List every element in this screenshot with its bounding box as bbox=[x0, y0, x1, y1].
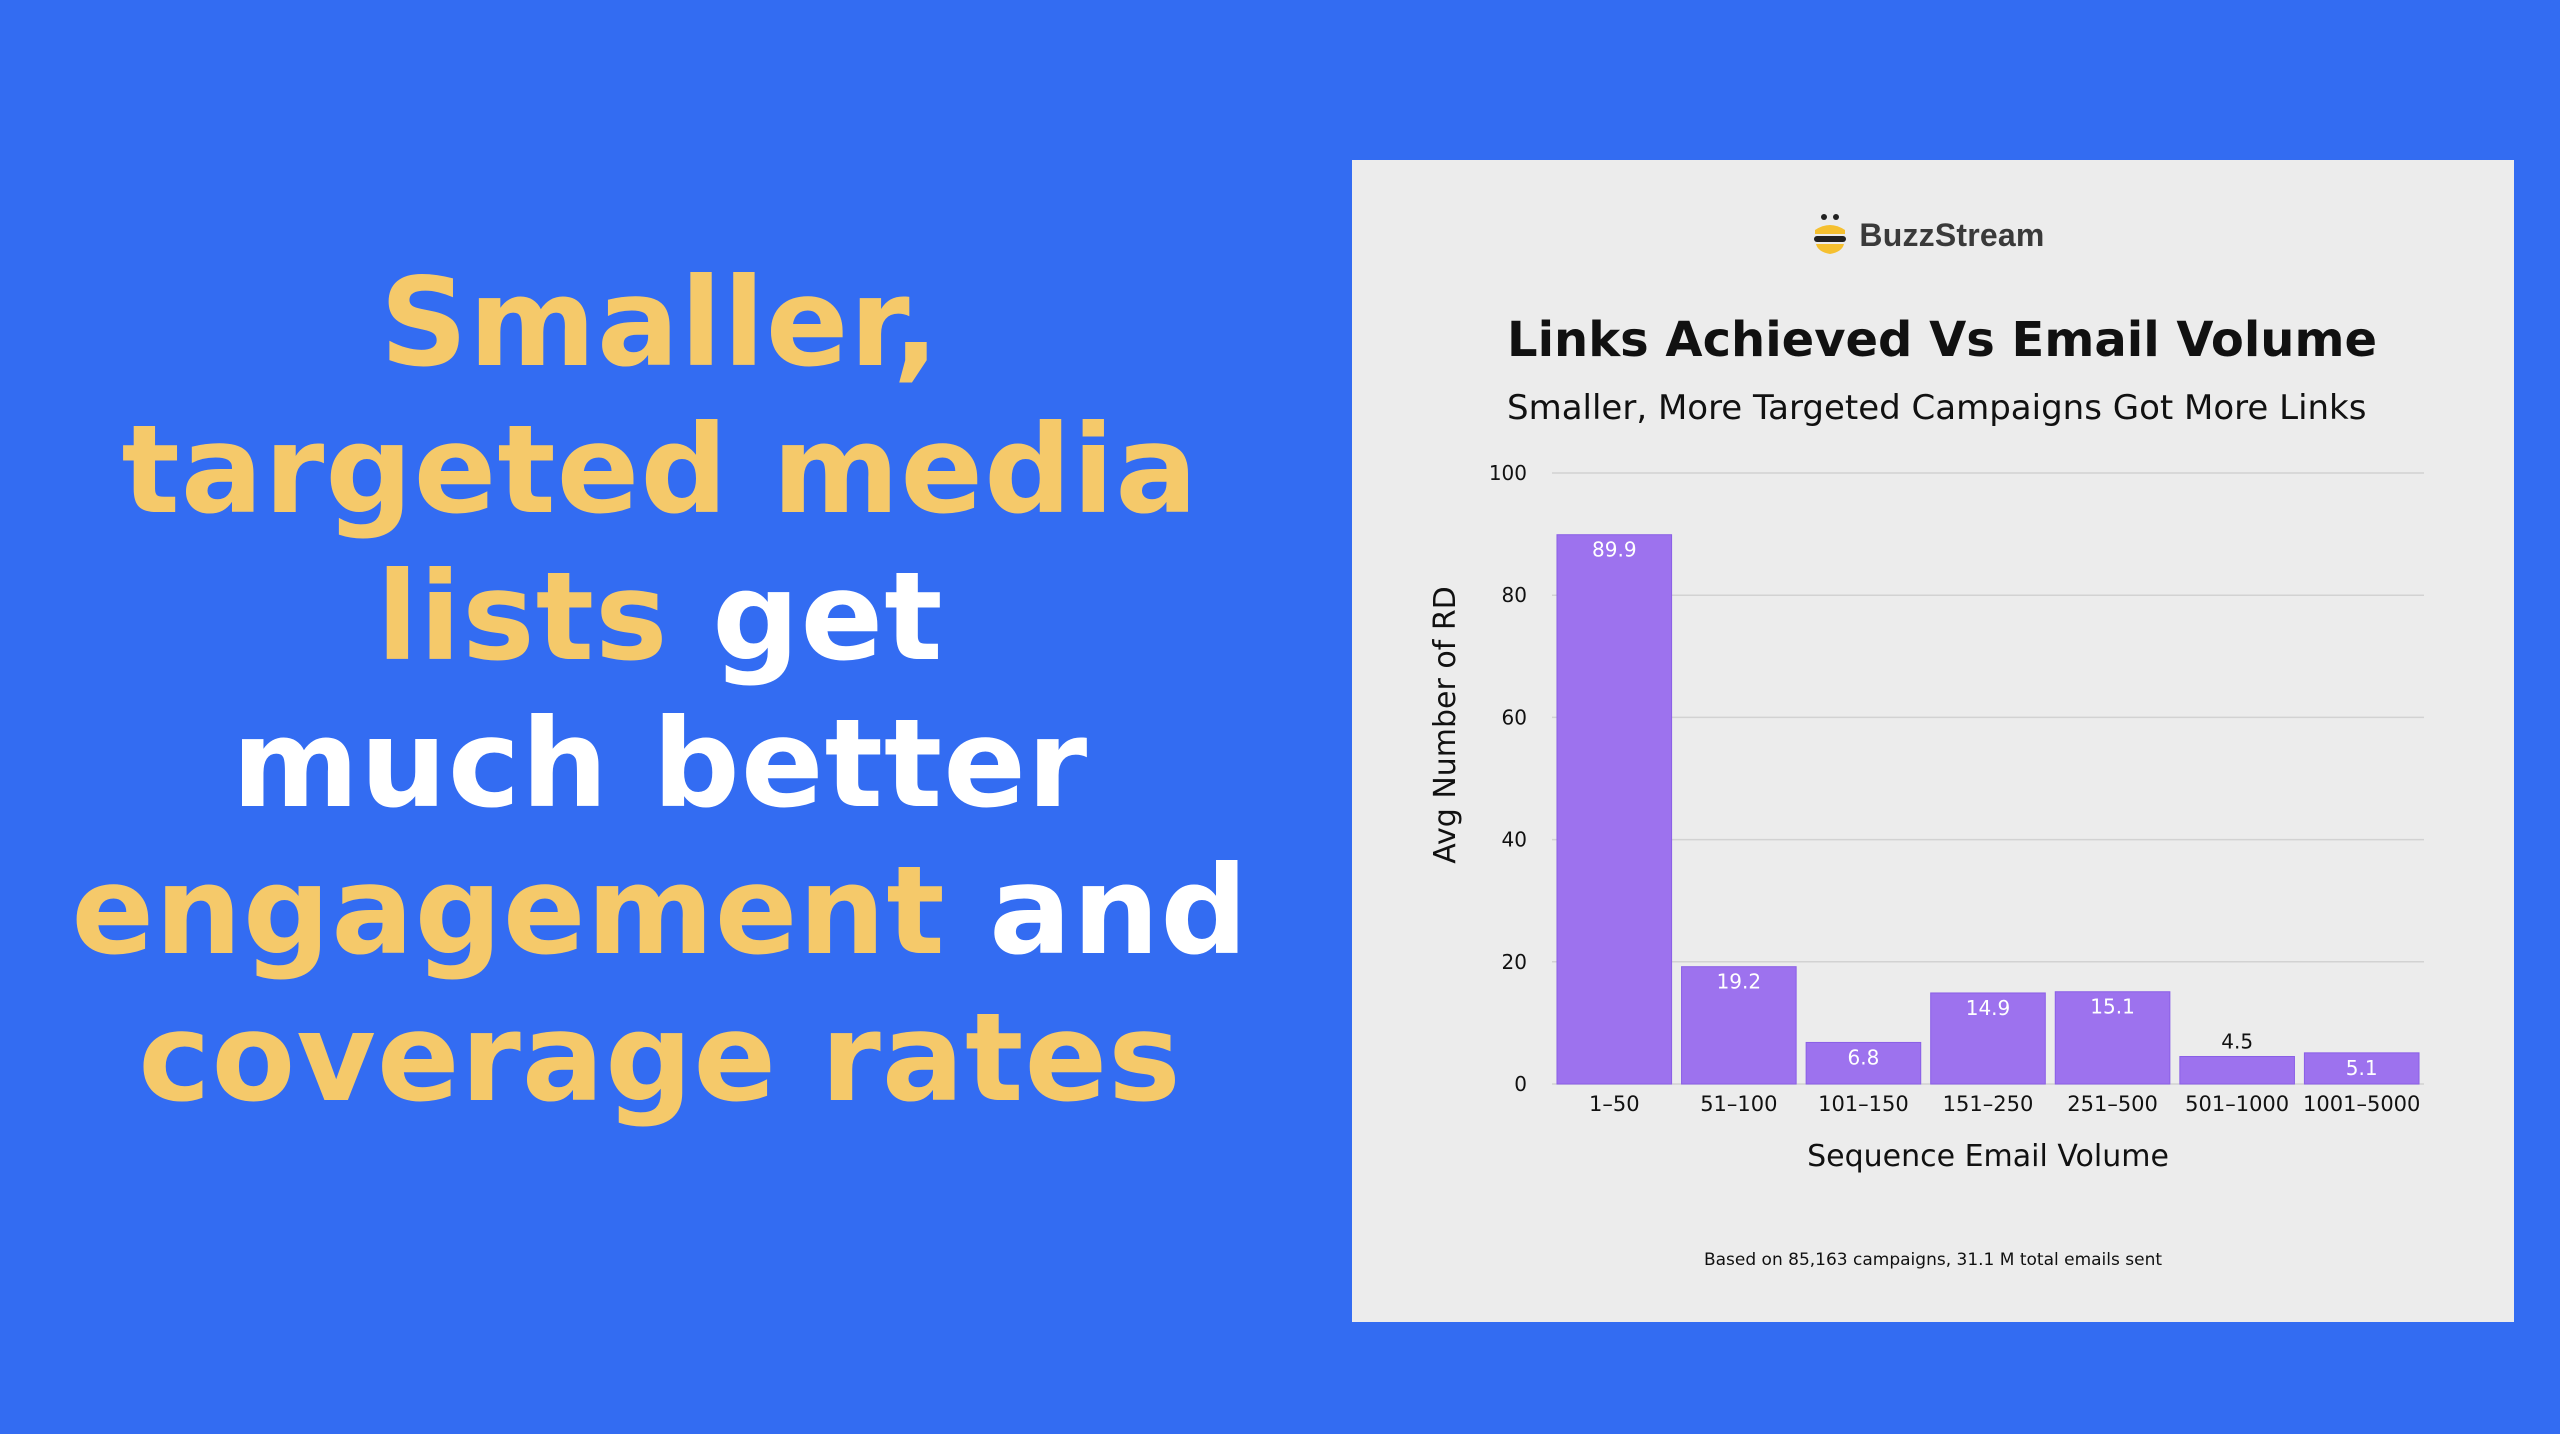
x-axis-label: Sequence Email Volume bbox=[1807, 1139, 2169, 1174]
bar bbox=[2179, 1056, 2295, 1085]
bar bbox=[2054, 991, 2171, 1085]
x-tick-label: 151–250 bbox=[1943, 1092, 2034, 1116]
chart-card: BuzzStream Links Achieved Vs Email Volum… bbox=[1352, 160, 2514, 1322]
headline-segment: Smaller, bbox=[379, 252, 941, 394]
bar bbox=[1930, 992, 2046, 1085]
x-tick-label: 51–100 bbox=[1700, 1092, 1777, 1116]
data-label: 6.8 bbox=[1848, 1045, 1880, 1069]
headline-segment: much better bbox=[231, 693, 1089, 835]
data-label: 4.5 bbox=[2221, 1030, 2253, 1054]
bee-hive-icon bbox=[1814, 214, 1847, 254]
headline-line: lists get bbox=[60, 544, 1260, 691]
data-label: 15.1 bbox=[2090, 995, 2135, 1019]
headline-line: Smaller, bbox=[60, 250, 1260, 397]
bar-chart: 0 20 40 60 80 100 89.9 1–50 19.2 51–100 6.8 101–150… bbox=[1428, 461, 2424, 1174]
x-tick-label: 1–50 bbox=[1589, 1092, 1640, 1116]
data-label: 89.9 bbox=[1592, 538, 1637, 562]
chart-title: Links Achieved Vs Email Volume bbox=[1507, 312, 2378, 368]
headline-line: coverage rates bbox=[60, 985, 1260, 1132]
headline-line: targeted media bbox=[60, 397, 1260, 544]
headline: Smaller, targeted media lists get much bett… bbox=[60, 250, 1260, 1132]
x-tick-label: 1001–5000 bbox=[2303, 1092, 2420, 1116]
bar bbox=[1556, 534, 1673, 1085]
headline-segment: coverage rates bbox=[138, 987, 1182, 1129]
bar bbox=[2303, 1052, 2420, 1085]
headline-segment: get bbox=[668, 546, 944, 688]
headline-segment: lists bbox=[376, 546, 669, 688]
headline-segment: targeted media bbox=[121, 399, 1199, 541]
y-tick-label: 20 bbox=[1502, 950, 1527, 974]
x-tick-label: 501–1000 bbox=[2185, 1092, 2289, 1116]
brand-name: BuzzStream bbox=[1859, 216, 2045, 253]
footnote: Based on 85,163 campaigns, 31.1 M total … bbox=[1703, 1250, 2163, 1270]
y-tick-label: 60 bbox=[1502, 705, 1527, 729]
y-tick-label: 0 bbox=[1514, 1072, 1527, 1096]
x-tick-label: 251–500 bbox=[2067, 1092, 2158, 1116]
bar bbox=[1805, 1041, 1922, 1085]
headline-segment: and bbox=[945, 840, 1249, 982]
brand: BuzzStream bbox=[1347, 212, 2509, 258]
headline-line: engagement and bbox=[60, 838, 1260, 985]
headline-segment: engagement bbox=[71, 840, 946, 982]
y-axis-label: Avg Number of RD bbox=[1428, 586, 1463, 864]
bar bbox=[1681, 966, 1797, 1085]
y-tick-label: 80 bbox=[1502, 583, 1527, 607]
data-label: 5.1 bbox=[2346, 1056, 2378, 1080]
headline-line: much better bbox=[60, 691, 1260, 838]
data-label: 14.9 bbox=[1966, 996, 2011, 1020]
chart-subtitle: Smaller, More Targeted Campaigns Got Mor… bbox=[1507, 388, 2367, 428]
data-label: 19.2 bbox=[1717, 970, 1762, 994]
x-tick-label: 101–150 bbox=[1818, 1092, 1909, 1116]
y-tick-label: 40 bbox=[1502, 828, 1527, 852]
y-tick-label: 100 bbox=[1489, 461, 1527, 485]
